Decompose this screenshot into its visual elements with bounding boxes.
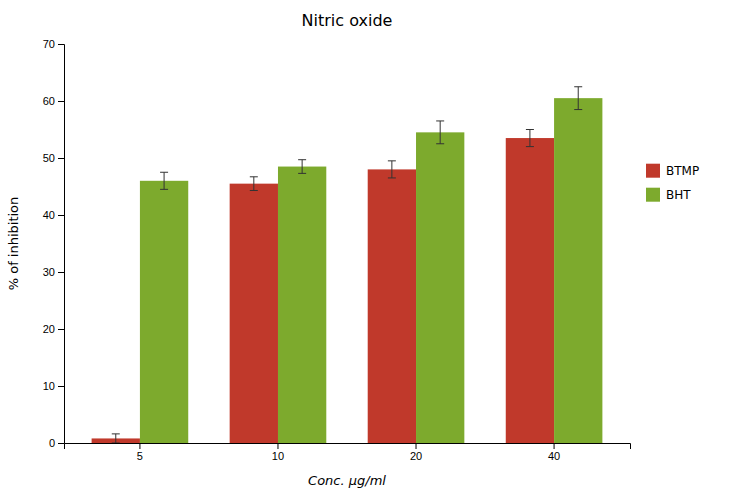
error-cap bbox=[250, 176, 258, 177]
tick-label: 50 bbox=[43, 152, 55, 164]
x-axis-title: Conc. µg/ml bbox=[308, 473, 386, 488]
chart: 0 10 20 30 40 50 60 70 5 10 20 40 Nitric oxide Conc. … bbox=[0, 0, 750, 499]
tick-mark bbox=[58, 272, 64, 273]
error-bar bbox=[526, 130, 534, 147]
error-cap bbox=[250, 190, 258, 191]
tick-label: 40 bbox=[548, 450, 560, 462]
x-tick: 10 bbox=[272, 443, 284, 462]
tick-mark bbox=[58, 443, 64, 444]
plot: 0 10 20 30 40 50 60 70 5 10 20 40 bbox=[43, 38, 631, 462]
y-tick: 20 bbox=[43, 323, 64, 335]
bar bbox=[140, 181, 188, 443]
y-tick: 60 bbox=[43, 95, 64, 107]
error-bar bbox=[298, 160, 306, 174]
y-tick: 10 bbox=[43, 380, 64, 392]
tick-mark bbox=[277, 443, 278, 449]
error-cap bbox=[526, 146, 534, 147]
tick-mark bbox=[58, 215, 64, 216]
tick-label: 60 bbox=[43, 95, 55, 107]
axis-domain bbox=[65, 444, 631, 450]
tick-label: 20 bbox=[410, 450, 422, 462]
legend: BTMP BHT bbox=[646, 164, 699, 202]
bar bbox=[554, 98, 602, 443]
legend-label: BHT bbox=[666, 188, 691, 202]
error-cap bbox=[388, 160, 396, 161]
y-tick: 70 bbox=[43, 38, 64, 50]
legend-swatch bbox=[646, 164, 660, 178]
tick-label: 30 bbox=[43, 266, 55, 278]
legend-label: BTMP bbox=[666, 164, 699, 178]
error-cap bbox=[574, 86, 582, 87]
error-bar bbox=[388, 161, 396, 178]
title: Nitric oxide bbox=[302, 11, 393, 30]
x-axis: 5 10 20 40 bbox=[65, 443, 631, 462]
error-line bbox=[529, 130, 530, 147]
y-tick: 30 bbox=[43, 266, 64, 278]
error-line bbox=[302, 160, 303, 174]
tick-label: 70 bbox=[43, 38, 55, 50]
series bbox=[140, 87, 602, 443]
error-line bbox=[253, 177, 254, 191]
error-cap bbox=[388, 177, 396, 178]
legend-item: BTMP bbox=[646, 164, 699, 178]
tick-label: 5 bbox=[137, 450, 143, 462]
x-tick: 40 bbox=[548, 443, 560, 462]
error-cap bbox=[574, 109, 582, 110]
error-bar bbox=[574, 87, 582, 110]
tick-mark bbox=[139, 443, 140, 449]
x-tick: 20 bbox=[410, 443, 422, 462]
error-bar bbox=[250, 177, 258, 191]
bar bbox=[368, 169, 416, 443]
tick-mark bbox=[58, 44, 64, 45]
error-cap bbox=[112, 443, 120, 444]
error-line bbox=[115, 434, 116, 443]
error-line bbox=[391, 161, 392, 178]
axis-domain bbox=[58, 45, 65, 444]
error-cap bbox=[436, 120, 444, 121]
error-line bbox=[578, 87, 579, 110]
error-cap bbox=[298, 159, 306, 160]
bar bbox=[230, 184, 278, 443]
tick-mark bbox=[58, 101, 64, 102]
y-tick: 0 bbox=[49, 437, 64, 449]
error-line bbox=[164, 172, 165, 189]
tick-label: 0 bbox=[49, 437, 55, 449]
bar bbox=[416, 132, 464, 443]
tick-mark bbox=[58, 158, 64, 159]
tick-label: 10 bbox=[272, 450, 284, 462]
error-cap bbox=[160, 172, 168, 173]
tick-label: 40 bbox=[43, 209, 55, 221]
error-bar bbox=[436, 121, 444, 144]
error-bar bbox=[112, 434, 120, 443]
series bbox=[92, 130, 554, 444]
tick-mark bbox=[58, 329, 64, 330]
bar bbox=[506, 138, 554, 443]
bar bbox=[278, 167, 326, 443]
error-cap bbox=[160, 189, 168, 190]
tick-label: 10 bbox=[43, 380, 55, 392]
x-tick: 5 bbox=[137, 443, 143, 462]
tick-mark bbox=[416, 443, 417, 449]
y-axis-title: % of inhibition bbox=[6, 197, 21, 291]
tick-mark bbox=[58, 386, 64, 387]
error-cap bbox=[526, 129, 534, 130]
marks bbox=[92, 87, 603, 443]
error-cap bbox=[112, 433, 120, 434]
error-cap bbox=[298, 173, 306, 174]
error-line bbox=[440, 121, 441, 144]
tick-label: 20 bbox=[43, 323, 55, 335]
y-tick: 50 bbox=[43, 152, 64, 164]
error-cap bbox=[436, 143, 444, 144]
y-axis: 0 10 20 30 40 50 60 70 bbox=[43, 38, 65, 449]
error-bar bbox=[160, 172, 168, 189]
legend-swatch bbox=[646, 188, 660, 202]
tick-mark bbox=[554, 443, 555, 449]
legend-item: BHT bbox=[646, 188, 691, 202]
y-tick: 40 bbox=[43, 209, 64, 221]
